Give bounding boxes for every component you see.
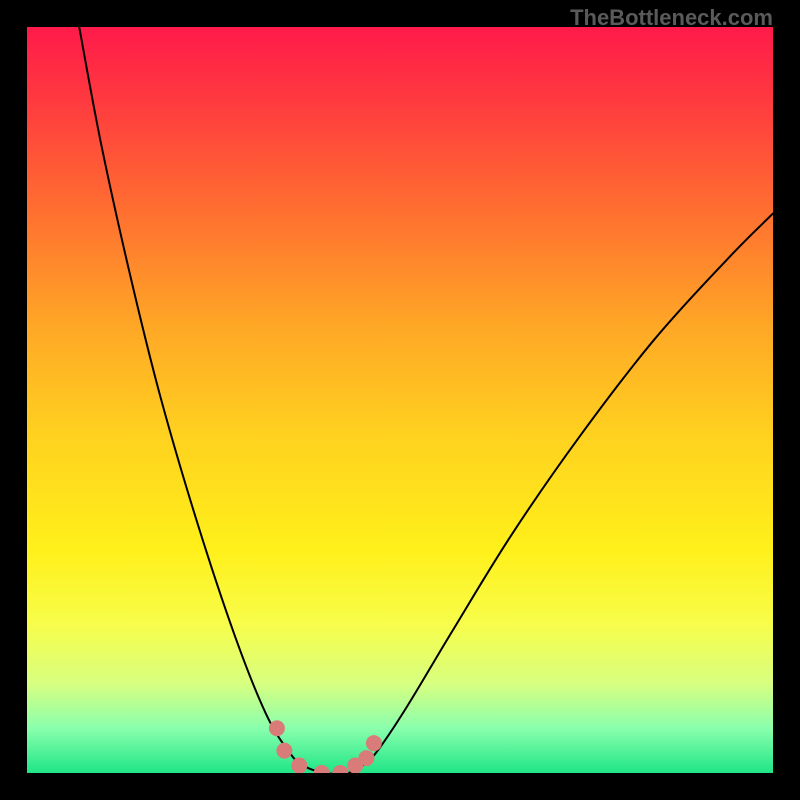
chart-container: TheBottleneck.com <box>0 0 800 800</box>
plot-area <box>27 27 773 773</box>
marker-point <box>358 750 374 766</box>
marker-point <box>276 743 292 759</box>
marker-point <box>269 720 285 736</box>
marker-point <box>366 735 382 751</box>
watermark-text: TheBottleneck.com <box>570 5 773 31</box>
marker-point <box>291 758 307 773</box>
plot-svg <box>27 27 773 773</box>
gradient-background <box>27 27 773 773</box>
